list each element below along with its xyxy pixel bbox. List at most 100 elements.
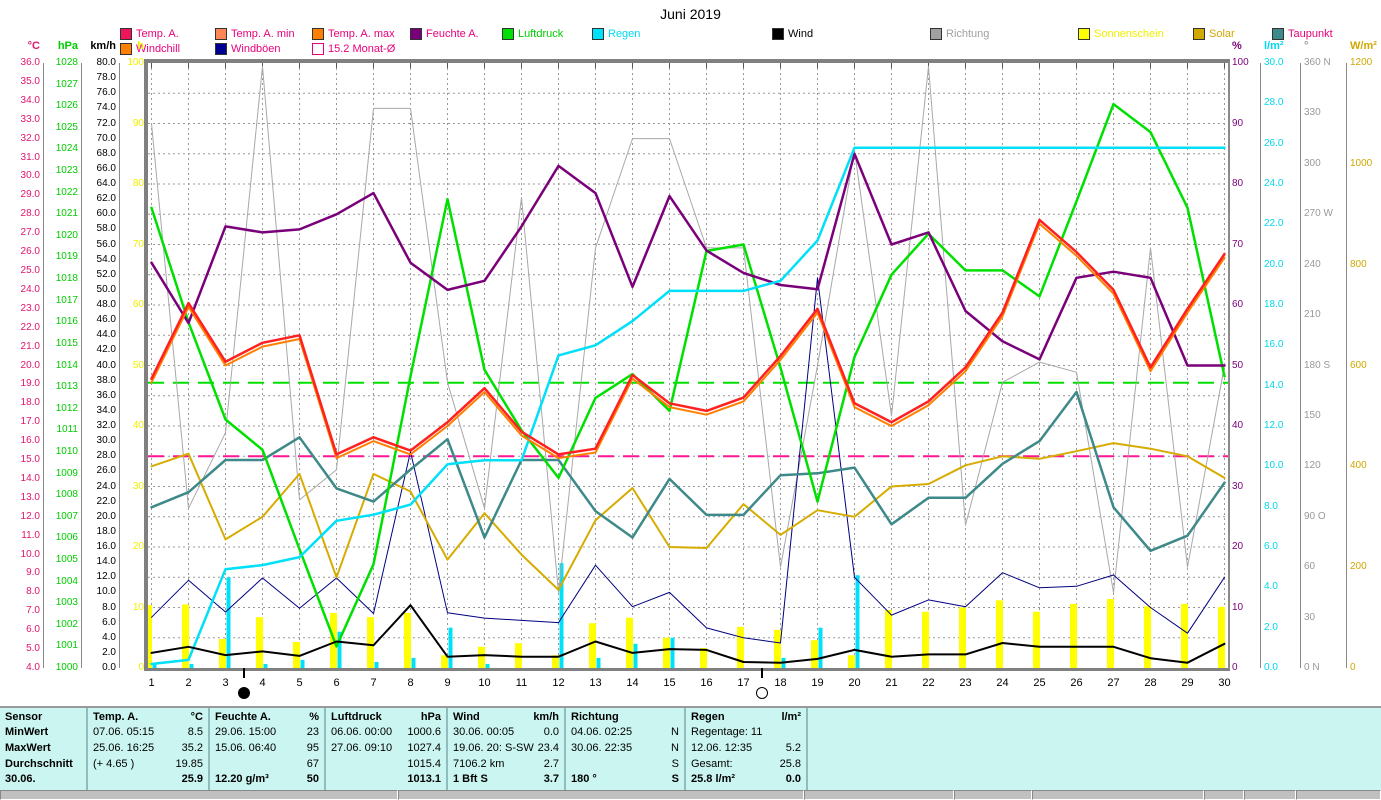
tick-label: 4.0 — [1264, 581, 1278, 593]
tick-label: 18.0 — [20, 397, 40, 409]
tick-label: 31.0 — [20, 151, 40, 163]
richtung-swatch-icon — [930, 28, 942, 40]
bar-sonnenschein — [256, 617, 263, 668]
tick-label: 42.0 — [96, 344, 116, 356]
tick-label: 16.0 — [1264, 339, 1284, 351]
tick-label: 1008 — [55, 489, 78, 501]
tick-label: 24.0 — [96, 480, 116, 492]
day-label-18: 18 — [774, 677, 787, 689]
table-cell: 25.9 — [181, 773, 203, 786]
tick-label: 1021 — [55, 208, 78, 220]
tick-label: 34.0 — [96, 404, 116, 416]
moon-tick — [761, 668, 763, 678]
bar-regen-tag — [855, 575, 860, 668]
taupunkt-swatch-icon — [1272, 28, 1284, 40]
tick-label: 38.0 — [96, 374, 116, 386]
tick-label: 9.0 — [26, 567, 40, 579]
day-label-20: 20 — [848, 677, 861, 689]
axis-unit-C: °C — [27, 40, 40, 52]
bar-regen-tag — [189, 663, 194, 668]
axis-line — [81, 63, 82, 668]
tick-label: 100 — [1232, 57, 1249, 68]
axis-unit-hPa: hPa — [57, 40, 78, 52]
axis-unit-lm: l/m² — [1264, 40, 1284, 52]
tick-label: 1007 — [55, 510, 78, 522]
tick-label: 40.0 — [96, 359, 116, 371]
tick-label: 180 S — [1304, 359, 1331, 371]
legend-sonnenschein: Sonnenschein — [1078, 28, 1164, 40]
tick-label: 26.0 — [20, 246, 40, 258]
windchill-label: Windchill — [136, 43, 181, 55]
day-label-5: 5 — [296, 677, 303, 689]
feuchte-a-label: Feuchte A. — [426, 28, 479, 40]
tick-label: 0.0 — [102, 662, 116, 673]
day-label-4: 4 — [259, 677, 266, 689]
feuchte-a-swatch-icon — [410, 28, 422, 40]
bar-regen-tag — [263, 663, 268, 668]
legend-temp-a-max: Temp. A. max — [312, 28, 395, 40]
axis-line — [43, 63, 44, 668]
bar-regen-tag — [411, 657, 416, 668]
legend-taupunkt: Taupunkt — [1272, 28, 1333, 40]
tick-label: 28.0 — [20, 208, 40, 220]
tick-label: 52.0 — [96, 268, 116, 280]
bar-sonnenschein — [959, 607, 966, 668]
tick-label: 28.0 — [1264, 97, 1284, 109]
bar-sonnenschein — [663, 637, 670, 668]
tick-label: 0.0 — [1264, 662, 1278, 673]
status-bar-segment — [954, 790, 1032, 800]
richtung-label: Richtung — [946, 28, 990, 40]
tick-label: 0 — [1350, 662, 1356, 673]
day-label-12: 12 — [552, 677, 565, 689]
tick-label: 80 — [132, 178, 144, 189]
tick-label: 27.0 — [20, 227, 40, 239]
tick-label: 1020 — [55, 229, 78, 241]
tick-label: 8.0 — [1264, 500, 1278, 512]
tick-label: 600 — [1350, 359, 1367, 371]
day-label-24: 24 — [996, 677, 1009, 689]
bar-sonnenschein — [1218, 606, 1225, 668]
bar-sonnenschein — [367, 617, 374, 668]
day-label-17: 17 — [737, 677, 750, 689]
status-bar-segment — [804, 790, 954, 800]
day-label-26: 26 — [1070, 677, 1083, 689]
row-label: MinWert — [5, 726, 49, 739]
tick-label: 90 — [1232, 117, 1244, 129]
tick-label: 1018 — [55, 273, 78, 285]
bar-sonnenschein — [700, 648, 707, 668]
tick-label: 10.0 — [96, 586, 116, 598]
tick-label: 16.0 — [96, 541, 116, 552]
axis-labels: °C 36.0 35.0 34.0 33.0 32.0 31.0 30.0 29.0 28.0 27… — [20, 40, 1377, 673]
day-label-21: 21 — [885, 677, 898, 689]
bar-sonnenschein — [848, 655, 855, 668]
tick-label: 30.0 — [1264, 57, 1284, 68]
table-cell: 06.06. 00:00 1000.6 — [331, 726, 441, 739]
table-cell: 1 Bft S 3.7 — [453, 773, 559, 786]
tick-label: 34.0 — [20, 94, 40, 106]
legend-windchill: Windchill — [120, 43, 180, 55]
status-bar-segment — [1032, 790, 1204, 800]
table-col-feuchte-a-: Feuchte A.% 29.06. 15:00 23 15.06. 06:40 95 6… — [210, 708, 326, 790]
windboeen-label: Windböen — [231, 43, 281, 55]
tick-label: 360 N — [1304, 57, 1331, 68]
legend-windboeen: Windböen — [215, 43, 281, 55]
day-label-13: 13 — [589, 677, 602, 689]
tick-label: 22.0 — [96, 495, 116, 507]
legend-feuchte-a: Feuchte A. — [410, 28, 479, 40]
tick-label: 13.0 — [20, 491, 40, 503]
tick-label: 150 — [1304, 409, 1321, 421]
table-cell: 30.06. 00:05 0.0 — [453, 726, 559, 739]
regen-swatch-icon — [592, 28, 604, 40]
table-cell: 27.06. 09:10 1027.4 — [331, 741, 441, 754]
tick-label: 50.0 — [96, 283, 116, 295]
table-cell: 25.8 l/m² 0.0 — [691, 773, 801, 786]
table-cell: 07.06. 05:15 8.5 — [93, 726, 203, 739]
tick-label: 12.0 — [96, 571, 116, 583]
day-label-7: 7 — [370, 677, 377, 689]
bar-regen-tag — [596, 657, 601, 668]
tick-label: 28.0 — [96, 450, 116, 462]
tick-label: 6.0 — [102, 616, 116, 628]
bar-sonnenschein — [1107, 599, 1114, 668]
bar-sonnenschein — [589, 623, 596, 668]
